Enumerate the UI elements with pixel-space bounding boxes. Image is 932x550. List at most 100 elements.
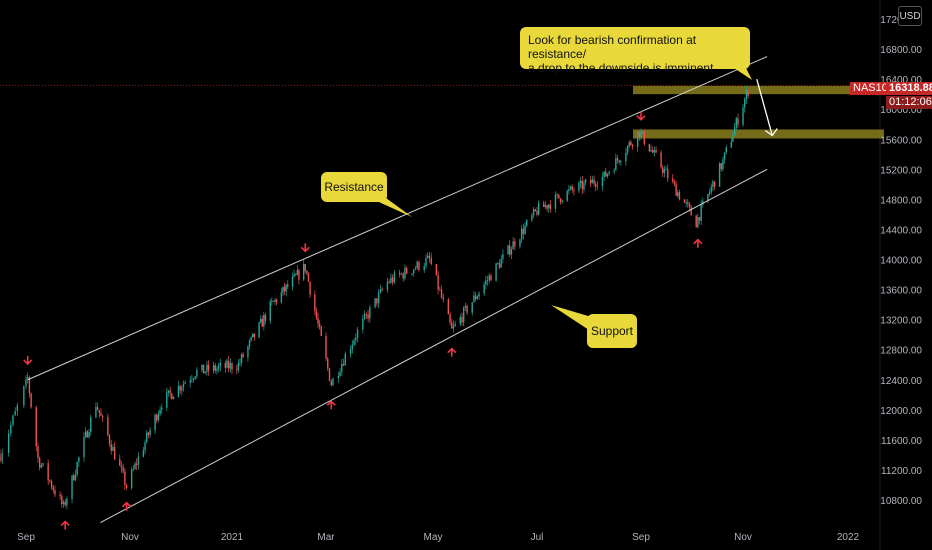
candle-body bbox=[423, 266, 425, 270]
candle-body bbox=[108, 435, 111, 445]
candle-body bbox=[549, 204, 552, 209]
candle-body bbox=[1, 452, 3, 462]
candle-body bbox=[227, 360, 230, 369]
candle-body bbox=[342, 363, 345, 366]
candle-body bbox=[330, 381, 332, 386]
candle-body bbox=[25, 378, 27, 387]
candle-body bbox=[96, 407, 99, 411]
candle-body bbox=[485, 280, 487, 285]
candle-body bbox=[571, 186, 573, 190]
channel-lines bbox=[27, 56, 778, 523]
candle-body bbox=[578, 183, 580, 191]
candle-body bbox=[28, 377, 31, 394]
candle-body bbox=[700, 204, 702, 221]
candle-body bbox=[367, 314, 369, 319]
candle-body bbox=[543, 203, 545, 207]
candle-body bbox=[652, 150, 654, 153]
candle-body bbox=[201, 364, 203, 371]
candle-body bbox=[735, 118, 738, 128]
candle-body bbox=[71, 475, 73, 499]
candle-body bbox=[285, 284, 287, 292]
candle-body bbox=[351, 344, 354, 350]
candle-body bbox=[252, 333, 254, 337]
candle-body bbox=[601, 176, 604, 186]
candle-body bbox=[498, 263, 501, 268]
candle-body bbox=[113, 446, 116, 460]
resistance-label: Resistance bbox=[324, 180, 384, 194]
candle-body bbox=[628, 142, 630, 147]
x-tick-label: Jul bbox=[531, 532, 544, 543]
candle-body bbox=[630, 142, 632, 145]
candle-body bbox=[167, 390, 170, 393]
candle-body bbox=[207, 364, 210, 371]
candle-body bbox=[219, 362, 221, 367]
down-arrow-head bbox=[300, 246, 310, 253]
candle-body bbox=[253, 333, 256, 338]
candle-body bbox=[737, 118, 739, 125]
candle-body bbox=[369, 307, 371, 319]
candle-body bbox=[309, 281, 311, 295]
candle-body bbox=[161, 407, 163, 410]
candle-body bbox=[317, 317, 319, 324]
candle-body bbox=[149, 430, 151, 436]
candle-body bbox=[337, 375, 339, 379]
bearish-confirmation-callout: Look for bearish confirmation at resista… bbox=[520, 27, 750, 75]
candle-body bbox=[688, 203, 691, 207]
candle-body bbox=[202, 364, 205, 374]
candle-body bbox=[119, 459, 121, 466]
y-tick-label: 14400.00 bbox=[880, 225, 922, 236]
candle-body bbox=[532, 209, 535, 216]
candle-body bbox=[315, 311, 318, 318]
candle-body bbox=[638, 131, 641, 138]
candle-body bbox=[519, 239, 521, 247]
candle-body bbox=[73, 475, 75, 481]
candle-body bbox=[16, 405, 19, 411]
candle-body bbox=[745, 90, 748, 100]
candle-body bbox=[437, 275, 439, 290]
candle-body bbox=[733, 127, 736, 136]
last-price-tag: 16318.88 bbox=[886, 82, 932, 95]
candle-body bbox=[154, 415, 156, 431]
candle-body bbox=[159, 409, 161, 415]
currency-button[interactable]: USD bbox=[898, 6, 922, 26]
candle-body bbox=[259, 318, 262, 323]
candle-body bbox=[125, 485, 128, 488]
candle-body bbox=[643, 131, 646, 144]
candle-body bbox=[314, 294, 316, 312]
candle-body bbox=[461, 317, 463, 323]
candle-body bbox=[631, 144, 634, 147]
candle-body bbox=[76, 462, 78, 475]
candle-body bbox=[650, 150, 652, 152]
candle-body bbox=[229, 363, 232, 369]
candle-body bbox=[698, 217, 701, 221]
candle-body bbox=[544, 205, 547, 207]
x-tick-label: Nov bbox=[121, 532, 139, 543]
y-tick-label: 16000.00 bbox=[880, 105, 922, 116]
candle-body bbox=[179, 385, 181, 391]
candle-body bbox=[473, 295, 475, 303]
candle-body bbox=[88, 432, 90, 438]
candle-body bbox=[356, 329, 359, 338]
candle-body bbox=[74, 474, 77, 481]
candlestick-series bbox=[0, 85, 749, 510]
candle-body bbox=[355, 337, 357, 341]
candle-body bbox=[531, 215, 533, 220]
y-tick-label: 12800.00 bbox=[880, 346, 922, 357]
candle-body bbox=[157, 414, 160, 421]
down-arrow-head bbox=[636, 115, 646, 121]
candle-body bbox=[236, 369, 238, 371]
candle-body bbox=[171, 393, 173, 400]
candle-body bbox=[27, 377, 29, 379]
candle-body bbox=[400, 273, 403, 275]
candle-body bbox=[428, 255, 431, 258]
candle-body bbox=[49, 480, 51, 482]
candle-body bbox=[707, 194, 709, 202]
candle-body bbox=[35, 407, 37, 447]
candle-body bbox=[302, 264, 305, 280]
candle-body bbox=[240, 354, 243, 363]
candle-body bbox=[713, 181, 716, 187]
candle-body bbox=[442, 297, 444, 300]
candle-body bbox=[416, 261, 418, 269]
x-tick-label: 2022 bbox=[837, 532, 860, 543]
